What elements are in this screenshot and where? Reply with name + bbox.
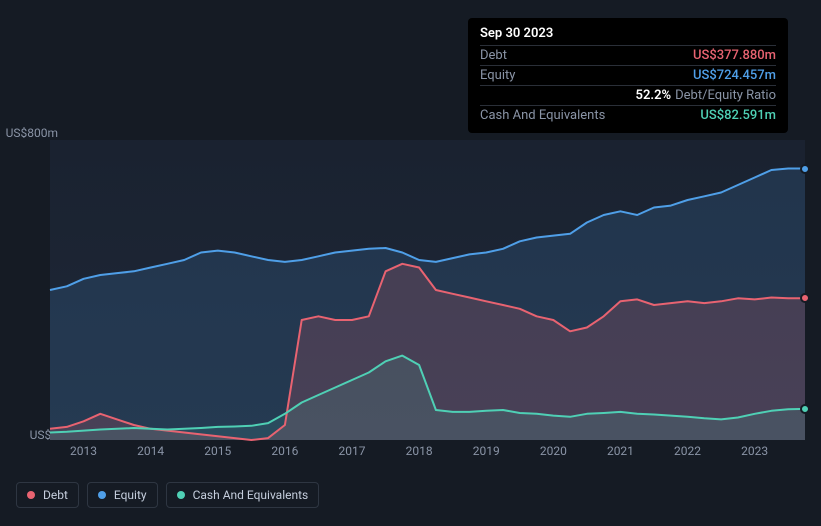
debt-equity-chart: US$800m US$0 201320142015201620172018201…	[16, 120, 805, 480]
x-tick: 2017	[339, 444, 366, 458]
tooltip-row-label: Debt	[480, 48, 507, 63]
legend-dot-icon	[98, 491, 106, 499]
y-axis-top-label: US$800m	[0, 126, 58, 140]
tooltip-row-value: US$724.457m	[693, 68, 776, 83]
x-tick: 2014	[137, 444, 164, 458]
tooltip-row-label: Equity	[480, 68, 515, 83]
x-tick: 2016	[271, 444, 298, 458]
equity-end-marker	[800, 164, 810, 174]
x-tick: 2023	[741, 444, 768, 458]
tooltip-row: Equity US$724.457m	[480, 65, 776, 85]
x-tick: 2021	[607, 444, 634, 458]
tooltip-row: Cash And Equivalents US$82.591m	[480, 105, 776, 125]
cash-and-equivalents-end-marker	[800, 404, 810, 414]
legend-dot-icon	[27, 491, 35, 499]
tooltip-row-value: US$377.880m	[693, 48, 776, 63]
x-axis: 2013 2014 2015 2016 2017 2018 2019 2020 2021 2022…	[50, 444, 805, 464]
debt-end-marker	[800, 293, 810, 303]
x-tick: 2022	[674, 444, 701, 458]
legend-item-cash-and-equivalents[interactable]: Cash And Equivalents	[166, 482, 320, 508]
x-tick: 2019	[473, 444, 500, 458]
tooltip-ratio-row: 52.2%Debt/Equity Ratio	[480, 85, 776, 105]
x-tick: 2013	[70, 444, 97, 458]
chart-lines	[50, 140, 805, 440]
tooltip-row-label: Cash And Equivalents	[480, 108, 605, 123]
tooltip-row: Debt US$377.880m	[480, 45, 776, 65]
legend-item-debt[interactable]: Debt	[16, 482, 79, 508]
x-tick: 2020	[540, 444, 567, 458]
tooltip-row-value: US$82.591m	[700, 108, 776, 123]
legend-label: Debt	[43, 488, 68, 502]
hover-tooltip: Sep 30 2023 Debt US$377.880m Equity US$724.…	[468, 18, 788, 133]
legend-label: Equity	[114, 488, 147, 502]
x-tick: 2018	[406, 444, 433, 458]
legend-item-equity[interactable]: Equity	[87, 482, 158, 508]
legend: Debt Equity Cash And Equivalents	[16, 482, 319, 508]
legend-dot-icon	[177, 491, 185, 499]
plot-area[interactable]	[50, 140, 805, 440]
legend-label: Cash And Equivalents	[193, 488, 309, 502]
tooltip-ratio: 52.2%Debt/Equity Ratio	[636, 88, 776, 103]
x-tick: 2015	[204, 444, 231, 458]
tooltip-date: Sep 30 2023	[480, 26, 776, 41]
